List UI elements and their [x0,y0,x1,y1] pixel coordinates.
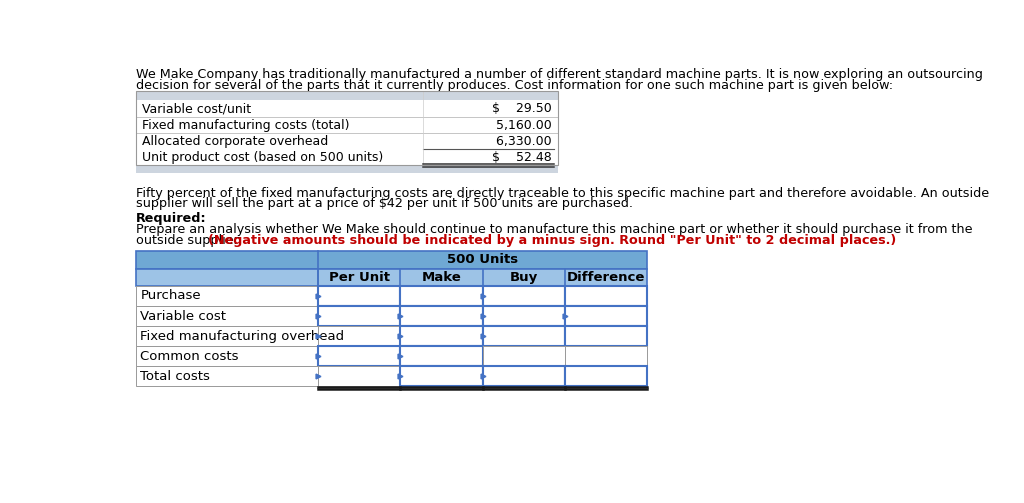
Bar [136,101,558,117]
Bar [400,366,482,386]
Text: Fixed manufacturing overhead: Fixed manufacturing overhead [140,329,344,343]
Bar [400,286,482,306]
Bar [136,165,558,173]
Bar [136,117,558,133]
Bar [400,306,482,326]
Text: supplier will sell the part at a price of $42 per unit if 500 units are purchase: supplier will sell the part at a price o… [136,197,633,210]
Bar [136,250,647,269]
Text: Variable cost: Variable cost [140,309,226,322]
Bar [482,366,565,386]
Text: 5,160.00: 5,160.00 [488,119,552,132]
Bar [136,133,558,149]
Bar [136,91,558,101]
Text: Fifty percent of the fixed manufacturing costs are directly traceable to this sp: Fifty percent of the fixed manufacturing… [136,187,989,200]
Bar [400,346,482,366]
Text: Common costs: Common costs [140,350,239,363]
Bar [317,286,400,306]
Text: (Negative amounts should be indicated by a minus sign. Round "Per Unit" to 2 dec: (Negative amounts should be indicated by… [208,233,896,246]
Text: Difference: Difference [567,271,645,284]
Text: Unit product cost (based on 500 units): Unit product cost (based on 500 units) [142,151,383,164]
Text: $    52.48: $ 52.48 [493,151,552,164]
Text: Variable cost/unit: Variable cost/unit [142,103,251,115]
Bar [136,149,558,165]
Text: Make: Make [422,271,461,284]
Bar [136,269,647,286]
Bar [136,306,317,326]
Text: Purchase: Purchase [140,290,201,302]
Text: 6,330.00: 6,330.00 [488,135,552,148]
Bar [317,346,400,366]
Bar [317,366,400,386]
Bar [565,346,647,366]
Bar [136,366,317,386]
Bar [565,366,647,386]
Text: Allocated corporate overhead: Allocated corporate overhead [142,135,329,148]
Bar [136,346,317,366]
Text: Fixed manufacturing costs (total): Fixed manufacturing costs (total) [142,119,349,132]
Text: We Make Company has traditionally manufactured a number of different standard ma: We Make Company has traditionally manufa… [136,68,983,81]
Text: Per Unit: Per Unit [329,271,389,284]
Text: 500 Units: 500 Units [447,254,518,266]
Bar [482,286,565,306]
Text: outside supplier: outside supplier [136,233,243,246]
Bar [136,91,558,165]
Bar [482,306,565,326]
Text: Prepare an analysis whether We Make should continue to manufacture this machine : Prepare an analysis whether We Make shou… [136,223,972,236]
Bar [136,326,317,346]
Text: $    29.50: $ 29.50 [493,103,552,115]
Bar [565,286,647,306]
Bar [565,306,647,326]
Text: decision for several of the parts that it currently produces. Cost information f: decision for several of the parts that i… [136,79,893,92]
Text: Total costs: Total costs [140,370,210,383]
Bar [482,326,565,346]
Bar [317,326,400,346]
Bar [482,346,565,366]
Bar [136,286,317,306]
Text: Buy: Buy [510,271,538,284]
Bar [400,326,482,346]
Bar [565,326,647,346]
Bar [317,306,400,326]
Text: Required:: Required: [136,212,207,225]
